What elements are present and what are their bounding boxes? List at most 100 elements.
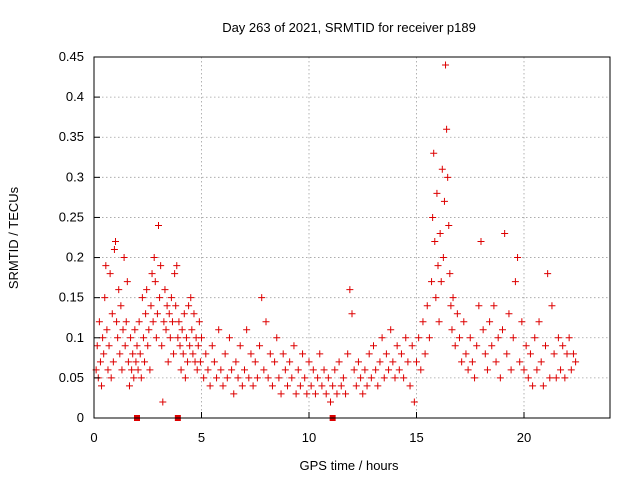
data-point [483, 366, 491, 374]
data-point [125, 382, 133, 390]
data-point [253, 374, 261, 382]
data-point [286, 358, 294, 366]
data-point [436, 229, 444, 237]
data-point [180, 310, 188, 318]
data-point [110, 246, 118, 254]
y-tick-label: 0 [77, 410, 84, 425]
data-point [475, 302, 483, 310]
data-point [524, 374, 532, 382]
data-point [529, 382, 537, 390]
data-point [339, 374, 347, 382]
data-point [149, 318, 157, 326]
data-point [184, 358, 192, 366]
data-point [271, 358, 279, 366]
data-point [186, 342, 194, 350]
data-point [131, 326, 139, 334]
data-point [100, 350, 108, 358]
data-point [434, 262, 442, 270]
data-point [163, 302, 171, 310]
data-point [296, 382, 304, 390]
axis-ticks: 0 5 10 15 20 0 0.05 0.1 0.15 0.2 0.25 0.3 0.35 0.4 0.4… [59, 49, 532, 445]
data-point [533, 366, 541, 374]
data-point [501, 229, 509, 237]
data-point [114, 334, 122, 342]
data-point [492, 358, 500, 366]
data-point [357, 374, 365, 382]
data-point [301, 374, 309, 382]
data-point [175, 318, 183, 326]
data-point [402, 334, 410, 342]
data-point [421, 350, 429, 358]
data-point [256, 342, 264, 350]
x-tick-label: 15 [409, 430, 423, 445]
data-point [415, 334, 423, 342]
data-point [238, 382, 246, 390]
data-point [490, 302, 498, 310]
data-point [486, 318, 494, 326]
data-point [103, 326, 111, 334]
data-point [327, 398, 334, 406]
data-point [104, 366, 112, 374]
data-point [174, 334, 182, 342]
data-point [129, 350, 137, 358]
data-point [406, 382, 414, 390]
data-point [333, 390, 341, 398]
data-point [559, 342, 567, 350]
data-point [130, 374, 138, 382]
y-tick-label: 0.1 [66, 330, 84, 345]
data-point [505, 310, 513, 318]
data-point [468, 358, 476, 366]
data-point [387, 326, 395, 334]
data-point [247, 350, 255, 358]
data-point [408, 342, 416, 350]
x-axis-label: GPS time / hours [300, 458, 399, 473]
data-point [161, 286, 169, 294]
data-point [189, 350, 197, 358]
data-point [342, 390, 350, 398]
data-point [124, 358, 132, 366]
data-point [294, 366, 302, 374]
data-point [277, 390, 285, 398]
data-point [281, 366, 289, 374]
data-point [488, 342, 496, 350]
data-point [251, 358, 259, 366]
data-point [181, 374, 189, 382]
data-point [460, 318, 468, 326]
data-point [213, 374, 221, 382]
data-point [546, 374, 554, 382]
data-point [444, 173, 452, 181]
data-point [445, 221, 453, 229]
data-point [550, 350, 558, 358]
data-point [456, 334, 463, 342]
series-SRMTID [92, 61, 580, 406]
data-point [370, 342, 377, 350]
data-point [423, 302, 431, 310]
data-point [236, 342, 244, 350]
data-point [397, 350, 405, 358]
y-tick-label: 0.25 [59, 209, 84, 224]
data-point [273, 334, 281, 342]
data-point [109, 358, 117, 366]
data-point [223, 374, 231, 382]
y-tick-label: 0.45 [59, 49, 84, 64]
data-point [150, 254, 158, 262]
y-tick-label: 0.3 [66, 169, 84, 184]
data-point [156, 294, 164, 302]
data-point [344, 350, 352, 358]
data-point [404, 358, 412, 366]
data-point [335, 358, 343, 366]
data-point [232, 358, 240, 366]
data-point [95, 318, 103, 326]
data-point [361, 366, 369, 374]
data-point [395, 366, 403, 374]
data-point [141, 358, 149, 366]
data-point [514, 254, 522, 262]
data-point [264, 374, 272, 382]
data-point [466, 334, 474, 342]
data-point [123, 278, 131, 286]
data-point [429, 213, 437, 221]
data-point [544, 270, 552, 278]
data-point [119, 326, 127, 334]
data-point [464, 366, 472, 374]
data-point [437, 278, 445, 286]
